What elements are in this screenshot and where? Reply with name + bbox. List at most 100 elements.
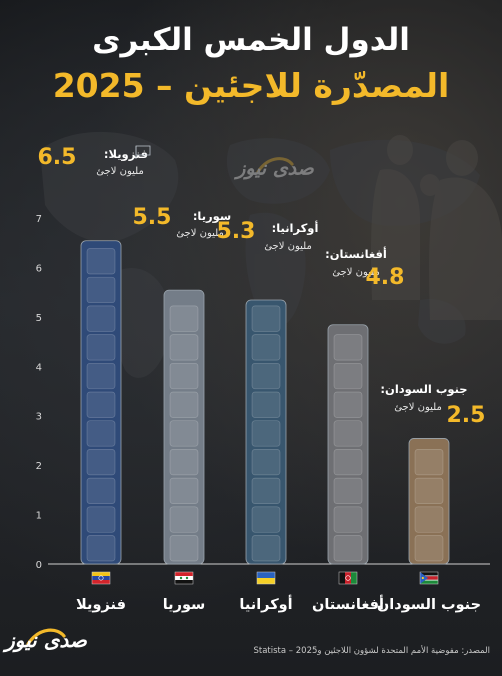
country-annotation: أفغانستان: xyxy=(325,246,387,261)
bar-block xyxy=(169,391,199,418)
bar-block xyxy=(414,506,444,533)
flag-border xyxy=(91,571,111,585)
flag-border xyxy=(338,571,358,585)
bar-block xyxy=(169,449,199,476)
bar-block xyxy=(333,362,363,390)
page-title: الدول الخمس الكبرى xyxy=(92,22,410,58)
flag-south-sudan-icon xyxy=(419,571,439,585)
unit-annotation: مليون لاجئ xyxy=(176,228,224,239)
flag-stripe xyxy=(92,580,110,584)
bar-block xyxy=(333,506,363,533)
bar-block xyxy=(86,276,116,304)
category-label: أوكرانيا xyxy=(239,595,292,613)
flag-border xyxy=(256,571,276,585)
bar-block xyxy=(333,477,363,504)
logo-text: صدى نيوز xyxy=(233,158,314,180)
flag-stripe xyxy=(420,575,438,577)
bar-block xyxy=(86,305,116,332)
flag-stripe xyxy=(420,572,438,576)
flag-stripe xyxy=(175,580,193,584)
bar-block xyxy=(251,391,281,418)
category-label: سوريا xyxy=(163,597,206,613)
country-annotation: سوريا: xyxy=(193,209,231,224)
bar-block xyxy=(251,305,281,332)
bar-block xyxy=(333,449,363,476)
category-label: جنوب السودان xyxy=(377,597,481,613)
bar-block xyxy=(86,535,116,562)
bar-block xyxy=(169,535,199,562)
flag-stripe xyxy=(339,572,345,584)
page-subtitle: المصدّرة للاجئين – 2025 xyxy=(52,66,450,105)
bar-block xyxy=(251,477,281,504)
bar-block xyxy=(169,420,199,447)
flag-stripe xyxy=(351,572,357,584)
flag-triangle xyxy=(420,572,428,584)
y-tick-label: 4 xyxy=(36,362,42,373)
flag-stripe xyxy=(92,576,110,580)
category-label: أفغانستان xyxy=(312,595,384,613)
value-label: 5.5 xyxy=(133,205,172,230)
bar-block xyxy=(251,535,281,562)
bar-block xyxy=(169,477,199,504)
value-label: 2.5 xyxy=(447,403,486,428)
flag-stripe xyxy=(92,572,110,576)
bar xyxy=(163,289,205,565)
bar-block xyxy=(333,334,363,361)
flag-ukraine-icon xyxy=(256,571,276,585)
bar-block xyxy=(251,362,281,390)
unit-annotation: مليون لاجئ xyxy=(96,166,144,177)
flag-star xyxy=(179,576,183,580)
bar-block xyxy=(251,449,281,476)
bar xyxy=(80,240,122,565)
bar-block xyxy=(333,391,363,418)
country-annotation: أوكرانيا: xyxy=(272,220,319,236)
bar xyxy=(245,299,287,565)
bar-block xyxy=(333,420,363,447)
flag-star xyxy=(185,576,189,580)
logo-text: صدى نيوز xyxy=(2,628,88,653)
flag-stripe xyxy=(175,576,193,580)
bar-block xyxy=(333,535,363,562)
flag-stripe xyxy=(175,572,193,576)
bar-block xyxy=(169,305,199,332)
flag-border xyxy=(174,571,194,585)
bar-block xyxy=(251,334,281,361)
unit-annotation: مليون لاجئ xyxy=(332,267,380,278)
bar-block xyxy=(86,334,116,361)
flag-stripe xyxy=(257,578,275,584)
source-note: المصدر: مفوضية الأمم المتحدة لشؤون اللاج… xyxy=(253,646,491,656)
value-label: 6.5 xyxy=(38,145,77,170)
flag-afghanistan-icon xyxy=(338,571,358,585)
country-annotation: فنزويلا: xyxy=(104,147,148,162)
flag-border xyxy=(419,571,439,585)
flag-stripe xyxy=(345,572,351,584)
bar-block xyxy=(251,420,281,447)
y-tick-label: 5 xyxy=(36,313,42,324)
y-tick-label: 0 xyxy=(36,560,42,571)
flag-stripe xyxy=(257,572,275,578)
bar-block xyxy=(169,362,199,390)
y-tick-label: 6 xyxy=(36,263,42,274)
header-flag-icon xyxy=(135,145,151,159)
bar xyxy=(327,324,369,565)
y-tick-label: 7 xyxy=(36,214,42,225)
y-tick-label: 1 xyxy=(36,511,42,522)
logo-swoosh xyxy=(26,628,66,646)
flag-star xyxy=(421,576,424,580)
bar-block xyxy=(169,506,199,533)
flag-stripe xyxy=(420,579,438,581)
bar-block xyxy=(251,506,281,533)
flag-syria-icon xyxy=(174,571,194,585)
unit-annotation: مليون لاجئ xyxy=(264,241,312,252)
category-label: فنزويلا xyxy=(76,597,126,613)
flag-stripe xyxy=(420,580,438,584)
country-annotation: جنوب السودان: xyxy=(380,382,467,397)
bar-block xyxy=(414,477,444,504)
bar-block xyxy=(86,248,116,275)
brand-logo: صدى نيوز xyxy=(2,628,88,653)
bar-block xyxy=(86,449,116,476)
watermark-logo: صدى نيوز xyxy=(233,157,315,180)
